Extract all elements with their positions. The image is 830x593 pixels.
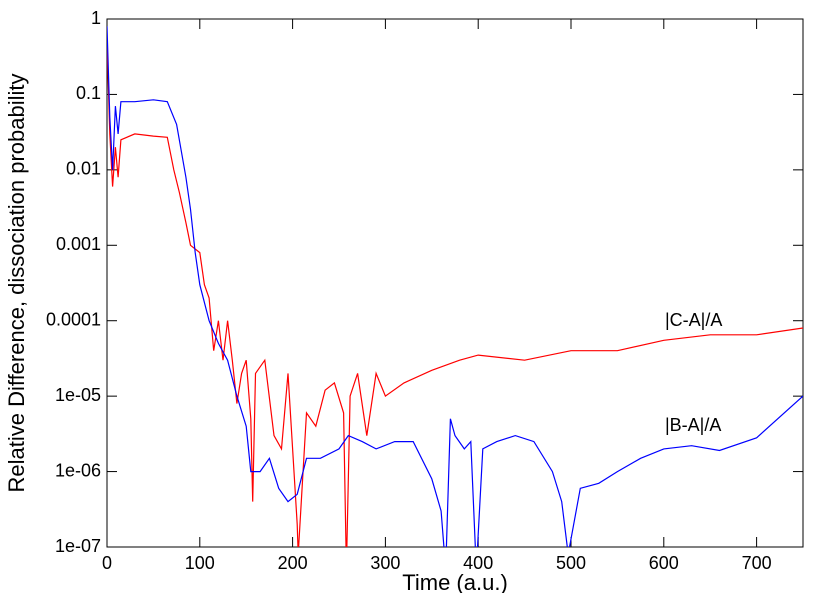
x-tick-label: 500 (556, 553, 586, 573)
y-tick-label: 0.01 (66, 159, 101, 179)
y-tick-label: 1e-05 (55, 385, 101, 405)
y-tick-label: 1e-06 (55, 460, 101, 480)
series-label: |C-A|/A (665, 310, 722, 330)
y-tick-label: 0.0001 (46, 309, 101, 329)
y-axis-label: Relative Difference, dissociation probab… (4, 73, 29, 492)
y-tick-label: 0.001 (56, 234, 101, 254)
x-tick-label: 600 (649, 553, 679, 573)
x-tick-label: 300 (370, 553, 400, 573)
series-line (107, 41, 803, 547)
x-axis-label: Time (a.u.) (402, 570, 508, 593)
series-line (107, 26, 803, 547)
plot-frame (106, 18, 804, 548)
y-tick-label: 1 (91, 8, 101, 28)
x-tick-label: 700 (742, 553, 772, 573)
x-tick-label: 100 (185, 553, 215, 573)
y-tick-label: 1e-07 (55, 536, 101, 556)
y-tick-label: 0.1 (76, 83, 101, 103)
x-tick-label: 400 (463, 553, 493, 573)
series-label: |B-A|/A (665, 415, 721, 435)
x-tick-label: 200 (278, 553, 308, 573)
x-tick-label: 0 (102, 553, 112, 573)
